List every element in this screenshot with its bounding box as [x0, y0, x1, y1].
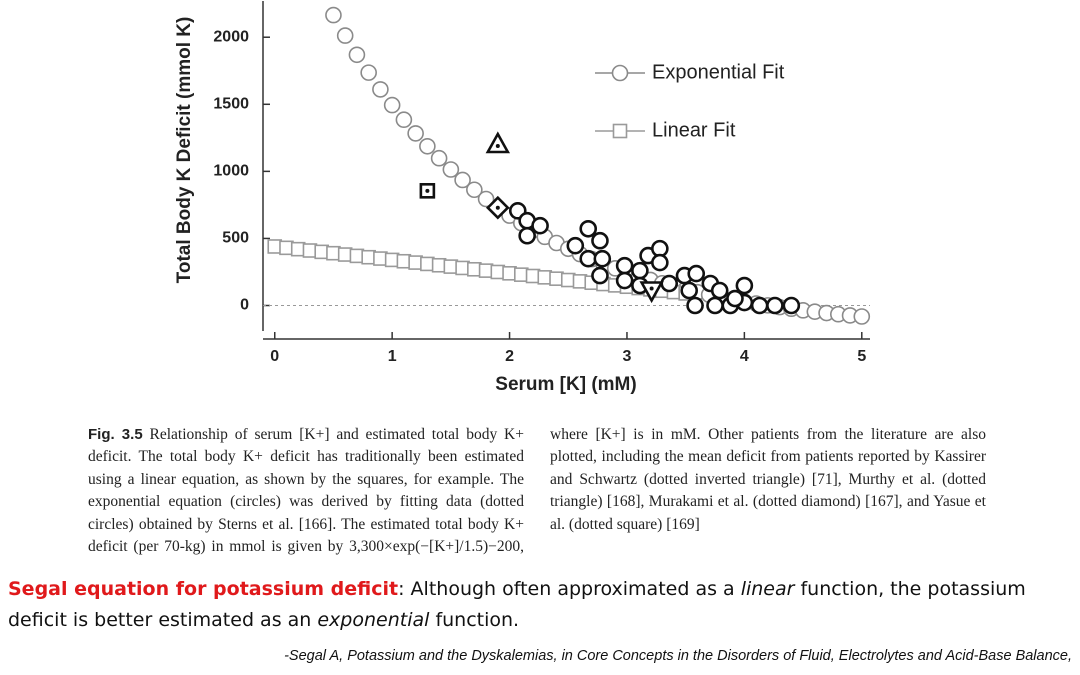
data-point: [485, 131, 511, 154]
data-point: [782, 296, 801, 315]
data-point: [615, 256, 634, 275]
x-tick-label: 0: [270, 348, 279, 365]
data-point: [566, 236, 585, 255]
chart: Total Body K Deficit (mmol K) Serum [K] …: [174, 1, 871, 395]
data-point: [639, 281, 664, 304]
data-point: [687, 264, 706, 283]
x-tick-label: 4: [740, 348, 749, 365]
data-point: [348, 46, 366, 64]
data-point: [442, 161, 460, 178]
emphasis: Segal equation for potassium deficit: [8, 578, 399, 600]
data-point: [750, 296, 769, 315]
data-point: [579, 249, 598, 268]
data-point: [360, 64, 377, 81]
marker-dot: [495, 144, 500, 148]
data-point: [686, 296, 704, 315]
data-point: [454, 171, 471, 189]
data-point: [706, 296, 724, 315]
y-axis-label: Total Body K Deficit (mmol K): [174, 17, 195, 284]
data-point: [631, 261, 649, 280]
data-point: [518, 226, 536, 245]
data-point: [407, 125, 424, 142]
citation: -Segal A, Potassium and the Dyskalemias,…: [284, 648, 1072, 664]
text: linear: [740, 578, 795, 600]
data-point: [710, 281, 729, 300]
data-point: [466, 181, 483, 199]
text: : Although often approximated as a: [398, 578, 741, 600]
data-point: [531, 216, 549, 235]
legend-label: Exponential Fit: [652, 61, 785, 83]
data-point: [615, 271, 634, 290]
text: exponential: [317, 609, 430, 631]
data-point: [419, 137, 436, 155]
data-point: [660, 274, 679, 293]
x-tick-label: 3: [623, 348, 632, 365]
body-text: Segal equation for potassium deficit: Al…: [8, 574, 1068, 636]
marker-dot: [495, 205, 500, 210]
data-point: [766, 296, 784, 315]
data-point: [853, 308, 871, 325]
data-point: [735, 276, 754, 295]
data-point: [579, 219, 598, 238]
data-point: [372, 81, 389, 98]
data-point: [726, 289, 744, 308]
data-point: [651, 253, 669, 272]
data-point: [593, 249, 612, 268]
figure-caption: Fig. 3.5 Relationship of serum [K+] and …: [88, 424, 986, 558]
y-tick-label: 0: [240, 297, 249, 314]
legend-label: Linear Fit: [652, 119, 736, 141]
y-tick-label: 2000: [213, 28, 249, 45]
text: function.: [429, 609, 520, 631]
x-tick-label: 1: [388, 348, 397, 365]
data-point: [680, 281, 698, 300]
marker-dot: [425, 188, 430, 193]
y-tick-label: 500: [222, 230, 249, 247]
text: function, the potassium deficit is bette…: [8, 578, 1026, 631]
data-point: [591, 231, 609, 250]
marker-dot: [649, 286, 654, 291]
data-point: [591, 266, 609, 285]
caption-label: Fig. 3.5: [88, 426, 143, 443]
x-tick-label: 5: [857, 348, 866, 365]
x-axis-label: Serum [K] (mM): [495, 374, 636, 395]
x-tick-label: 2: [505, 348, 514, 365]
data-point: [336, 27, 354, 44]
data-point: [477, 190, 495, 208]
data-point: [325, 6, 342, 24]
y-tick-label: 1500: [213, 96, 249, 113]
data-point: [395, 111, 413, 129]
legend-marker: [612, 123, 628, 139]
legend-marker: [611, 64, 629, 82]
caption-text: Relationship of serum [K+] and estimated…: [88, 426, 986, 556]
y-tick-label: 1000: [213, 163, 249, 180]
data-point: [430, 149, 448, 167]
data-point: [383, 96, 401, 114]
